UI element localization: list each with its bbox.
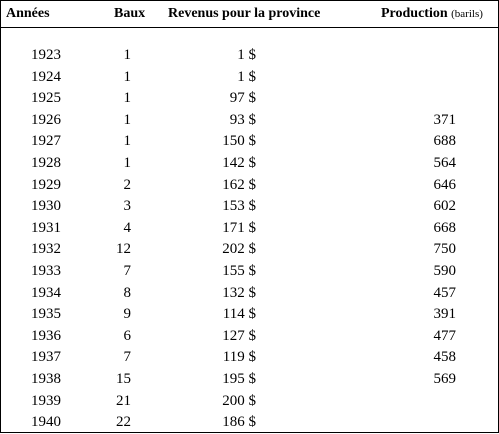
cell-annee: 1937 [31, 349, 61, 366]
cell-baux: 2 [123, 176, 132, 193]
cell-production: 391 [433, 306, 457, 323]
cell-baux: 22 [116, 414, 131, 431]
cell-baux: 12 [116, 241, 131, 258]
cell-baux: 7 [123, 349, 132, 366]
cell-baux: 7 [123, 262, 132, 279]
table-row: 1930 3 153 $ 602 [1, 196, 498, 218]
cell-production: 646 [433, 176, 457, 193]
table-row: 1926 1 93 $ 371 [1, 110, 498, 132]
cell-annee: 1928 [31, 154, 61, 171]
cell-production: 477 [433, 327, 457, 344]
cell-revenus: 162 $ [222, 176, 256, 193]
cell-annee: 1935 [31, 306, 61, 323]
cell-baux: 1 [123, 47, 132, 63]
table-row: 1937 7 119 $ 458 [1, 347, 498, 369]
cell-baux: 3 [123, 198, 132, 215]
cell-revenus: 93 $ [229, 111, 256, 128]
cell-revenus: 186 $ [222, 414, 256, 431]
header-baux: Baux [114, 6, 146, 21]
cell-production: 371 [433, 111, 457, 128]
cell-revenus: 97 $ [229, 90, 256, 107]
cell-annee: 1932 [31, 241, 61, 258]
table-row: 1929 2 162 $ 646 [1, 175, 498, 197]
cell-production: 602 [433, 198, 457, 215]
cell-annee: 1923 [31, 47, 61, 63]
cell-baux: 8 [123, 284, 132, 301]
cell-revenus: 1 $ [237, 47, 256, 63]
header-production-label: Production [381, 6, 448, 21]
table-row: 1934 8 132 $ 457 [1, 283, 498, 305]
cell-annee: 1938 [31, 370, 61, 387]
table-body: 1923 1 1 $1924 1 1 $1925 1 97 $1926 1 93 $371 192… [1, 45, 498, 434]
cell-revenus: 142 $ [222, 154, 256, 171]
table-row: 1924 1 1 $ [1, 67, 498, 89]
table-row: 1940 22 186 $ [1, 412, 498, 434]
cell-baux: 1 [123, 111, 132, 128]
cell-revenus: 155 $ [222, 262, 256, 279]
cell-revenus: 195 $ [222, 370, 256, 387]
cell-baux: 1 [123, 133, 132, 150]
cell-baux: 9 [123, 306, 132, 323]
cell-baux: 6 [123, 327, 132, 344]
header-production-unit: (barils) [451, 8, 483, 20]
cell-annee: 1929 [31, 176, 61, 193]
table-row: 1939 21 200 $ [1, 391, 498, 413]
cell-baux: 1 [123, 154, 132, 171]
cell-revenus: 1 $ [237, 68, 256, 85]
table-row: 1925 1 97 $ [1, 88, 498, 110]
table-row: 1932 12 202 $ 750 [1, 239, 498, 261]
table-row: 1936 6 127 $ 477 [1, 326, 498, 348]
cell-production: 457 [433, 284, 457, 301]
table-row: 1923 1 1 $ [1, 45, 498, 67]
cell-annee: 1939 [31, 392, 61, 409]
cell-production: 668 [433, 219, 457, 236]
cell-annee: 1936 [31, 327, 61, 344]
cell-revenus: 132 $ [222, 284, 256, 301]
cell-revenus: 114 $ [222, 306, 256, 323]
header-production: Production (barils) [381, 6, 483, 22]
cell-revenus: 171 $ [222, 219, 256, 236]
header-revenus: Revenus pour la province [168, 6, 321, 21]
cell-revenus: 200 $ [222, 392, 256, 409]
cell-annee: 1926 [31, 111, 61, 128]
cell-production: 569 [433, 370, 457, 387]
table-row: 1938 15 195 $ 569 [1, 369, 498, 391]
cell-annee: 1927 [31, 133, 61, 150]
cell-production: 458 [433, 349, 457, 366]
table-header: Années Baux Revenus pour la province Pro… [1, 1, 498, 28]
cell-annee: 1940 [31, 414, 61, 431]
cell-annee: 1930 [31, 198, 61, 215]
cell-revenus: 153 $ [222, 198, 256, 215]
cell-annee: 1933 [31, 262, 61, 279]
cell-production: 590 [433, 262, 457, 279]
cell-revenus: 119 $ [222, 349, 256, 366]
cell-revenus: 127 $ [222, 327, 256, 344]
cell-annee: 1925 [31, 90, 61, 107]
table-row: 1933 7 155 $ 590 [1, 261, 498, 283]
header-annees: Années [6, 6, 50, 21]
cell-revenus: 202 $ [222, 241, 256, 258]
cell-baux: 15 [116, 370, 131, 387]
table-row: 1927 1 150 $ 688 [1, 131, 498, 153]
cell-baux: 1 [123, 90, 132, 107]
cell-revenus: 150 $ [222, 133, 256, 150]
cell-production: 688 [433, 133, 457, 150]
cell-baux: 4 [123, 219, 132, 236]
cell-baux: 1 [123, 68, 132, 85]
cell-annee: 1931 [31, 219, 61, 236]
table-row: 1931 4 171 $ 668 [1, 218, 498, 240]
cell-annee: 1924 [31, 68, 61, 85]
table-row: 1935 9 114 $ 391 [1, 304, 498, 326]
cell-production: 750 [433, 241, 457, 258]
cell-annee: 1934 [31, 284, 61, 301]
table-row: 1928 1 142 $ 564 [1, 153, 498, 175]
cell-production: 564 [433, 154, 457, 171]
cell-baux: 21 [116, 392, 131, 409]
